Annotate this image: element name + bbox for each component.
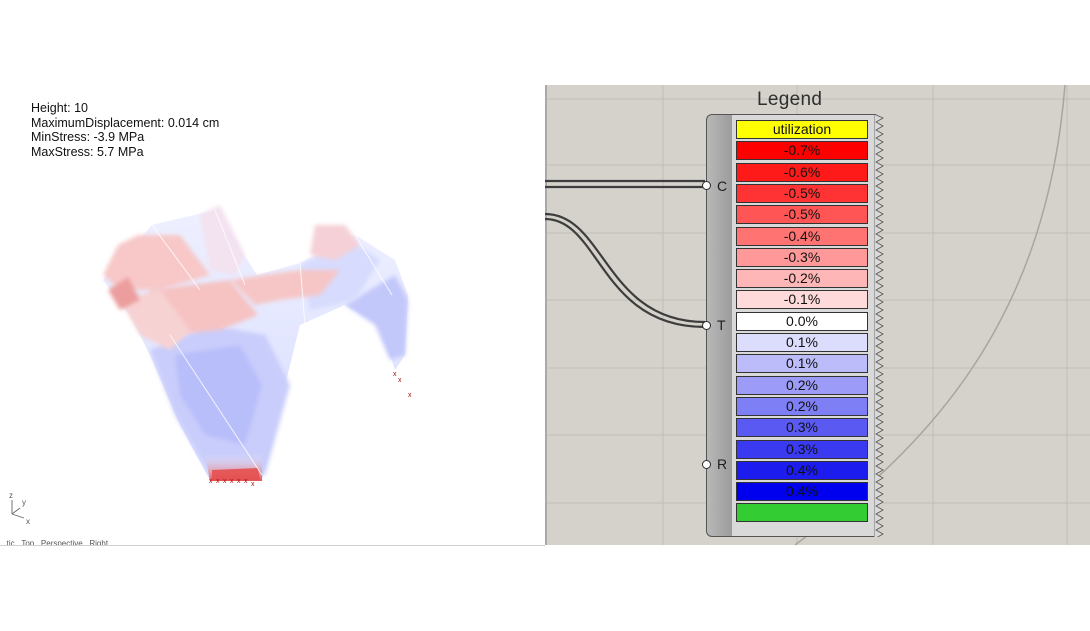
svg-text:x: x — [398, 377, 402, 384]
input-label-t: T — [717, 317, 726, 333]
axis-z-label: z — [9, 491, 13, 500]
info-max-displacement: MaximumDisplacement: 0.014 cm — [31, 115, 220, 130]
legend-entry: 0.4% — [736, 482, 868, 502]
legend-component-title: Legend — [757, 89, 823, 110]
svg-text:x: x — [216, 478, 220, 485]
svg-text:x: x — [209, 478, 213, 485]
grasshopper-canvas[interactable]: Legend C T R utilization -0.7% -0.6% -0.5% -… — [545, 85, 1090, 545]
input-wires — [545, 179, 706, 329]
input-label-c: C — [717, 178, 728, 194]
legend-footer-swatch — [736, 503, 868, 523]
legend-entry: 0.2% — [736, 375, 868, 395]
svg-text:x: x — [230, 478, 234, 485]
component-input-side[interactable]: C T R — [702, 114, 732, 537]
svg-text:x: x — [237, 478, 241, 485]
input-port-c[interactable] — [702, 181, 711, 190]
legend-entry: -0.5% — [736, 205, 868, 225]
analysis-info: Height: 10 MaximumDisplacement: 0.014 cm… — [31, 101, 219, 159]
axis-y-label: y — [22, 498, 26, 507]
input-port-t[interactable] — [702, 321, 711, 330]
svg-text:x: x — [244, 478, 248, 485]
legend-entry: -0.6% — [736, 162, 868, 182]
viewport-tabs[interactable]: ...tic...Top...Perspective...Right... — [0, 540, 115, 545]
legend-entry: 0.1% — [736, 354, 868, 374]
legend-entry: -0.3% — [736, 247, 868, 267]
input-port-r[interactable] — [702, 460, 711, 469]
legend-entry: 0.1% — [736, 333, 868, 352]
axes-gizmo-icon: z y x — [9, 491, 30, 526]
legend-entry: -0.4% — [736, 226, 868, 246]
legend-entry: 0.0% — [736, 311, 868, 331]
svg-text:x: x — [408, 392, 412, 399]
zigzag-edge-icon — [874, 114, 884, 537]
info-height: Height: 10 — [31, 101, 88, 115]
legend-entry: -0.2% — [736, 269, 868, 289]
info-min-stress: MinStress: -3.9 MPa — [31, 130, 145, 144]
viewport-bottom-edge — [0, 545, 545, 546]
legend-entry: -0.7% — [736, 141, 868, 161]
legend-header: utilization — [736, 120, 868, 139]
legend-entry: -0.5% — [736, 183, 868, 203]
svg-text:x: x — [251, 481, 255, 488]
svg-text:x: x — [223, 478, 227, 485]
axis-x-label: x — [26, 517, 30, 526]
info-max-stress: MaxStress: 5.7 MPa — [31, 144, 144, 159]
legend-component[interactable]: C T R utilization -0.7% -0.6% -0.5% -0.5% -0.… — [702, 114, 884, 537]
svg-text:x: x — [393, 371, 397, 378]
legend-entry: 0.3% — [736, 418, 868, 438]
canvas-left-border — [545, 85, 547, 545]
legend-entry: -0.1% — [736, 290, 868, 310]
input-label-r: R — [717, 456, 728, 472]
legend-entry: 0.4% — [736, 460, 868, 480]
legend-entry: 0.2% — [736, 396, 868, 416]
legend-entry: 0.3% — [736, 439, 868, 459]
